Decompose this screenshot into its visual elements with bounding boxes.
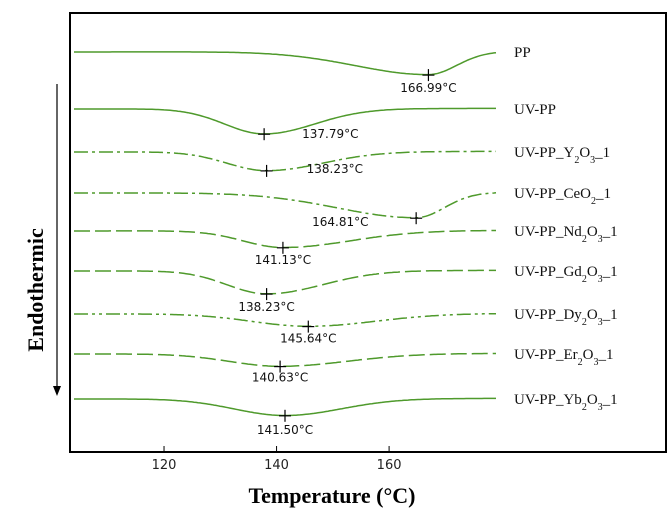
series-labels-layer: PP UV-PP UV-PP_Y2O3_1 UV-PP_CeO2_1 UV-PP_Nd2… — [514, 45, 618, 413]
series-label: PP — [514, 45, 531, 61]
peak-temp-label: 137.79°C — [302, 127, 358, 141]
peak-temp-label: 164.81°C — [312, 215, 368, 229]
series-label: UV-PP_Nd2O3_1 — [514, 224, 618, 245]
series-label: UV-PP_Gd2O3_1 — [514, 264, 618, 285]
arrow-head — [53, 386, 61, 396]
y-axis-title: Endothermic — [23, 228, 48, 352]
peak-temp-label: 145.64°C — [280, 332, 336, 346]
peak-temp-label: 141.50°C — [257, 423, 313, 437]
curve-UV-PP_Dy2O3_1 — [74, 312, 496, 328]
series-label: UV-PP — [514, 102, 556, 118]
peak-labels-layer: 166.99°C 137.79°C 138.23°C 164.81°C 141.13°C… — [238, 81, 456, 437]
curve-UV-PP_Y2O3_1 — [74, 150, 496, 172]
curve-UV-PP_Gd2O3_1 — [74, 269, 496, 295]
curve-UV-PP — [74, 107, 496, 135]
x-axis-title: Temperature (°C) — [248, 483, 415, 508]
peak-temp-label: 138.23°C — [307, 162, 363, 176]
curve-PP — [74, 51, 497, 76]
x-tick-label: 120 — [152, 458, 177, 473]
x-axis-ticks: 120 140 160 — [152, 446, 402, 473]
plot-border — [69, 12, 667, 453]
peak-temp-label: 140.63°C — [252, 371, 308, 385]
peak-temp-label: 141.13°C — [255, 253, 311, 267]
peak-temp-label: 138.23°C — [238, 300, 294, 314]
series-label: UV-PP_Y2O3_1 — [514, 145, 610, 166]
curve-UV-PP_Nd2O3_1 — [74, 229, 496, 249]
series-label: UV-PP_CeO2_1 — [514, 186, 611, 207]
series-label: UV-PP_Yb2O3_1 — [514, 392, 618, 413]
series-label: UV-PP_Dy2O3_1 — [514, 307, 618, 328]
endothermic-arrow — [53, 84, 61, 396]
curve-UV-PP_CeO2_1 — [74, 192, 497, 219]
peak-markers-layer — [258, 69, 435, 422]
plot-frame — [69, 12, 667, 453]
x-tick-label: 140 — [264, 458, 289, 473]
x-tick-label: 160 — [377, 458, 402, 473]
curves-layer — [74, 51, 497, 417]
curve-UV-PP_Er2O3_1 — [74, 352, 496, 368]
peak-temp-label: 166.99°C — [400, 81, 456, 95]
series-label: UV-PP_Er2O3_1 — [514, 347, 613, 368]
